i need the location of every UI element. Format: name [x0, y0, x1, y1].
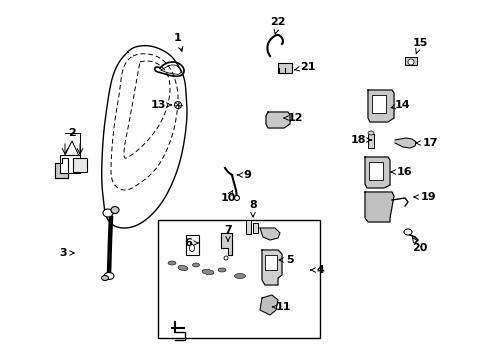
- FancyBboxPatch shape: [368, 162, 382, 180]
- FancyBboxPatch shape: [60, 155, 80, 173]
- Text: 7: 7: [224, 225, 231, 241]
- Ellipse shape: [367, 131, 373, 135]
- FancyBboxPatch shape: [73, 158, 87, 172]
- Text: 14: 14: [390, 100, 410, 110]
- Text: 3: 3: [59, 248, 74, 258]
- Text: 16: 16: [390, 167, 412, 177]
- Text: 17: 17: [415, 138, 437, 148]
- Text: 4: 4: [310, 265, 323, 275]
- FancyBboxPatch shape: [245, 220, 250, 234]
- Ellipse shape: [103, 209, 113, 217]
- FancyBboxPatch shape: [264, 255, 276, 270]
- Ellipse shape: [168, 261, 176, 265]
- Text: 8: 8: [248, 200, 256, 217]
- Text: 11: 11: [272, 302, 290, 312]
- Polygon shape: [394, 138, 415, 148]
- Text: 18: 18: [349, 135, 371, 145]
- Ellipse shape: [174, 102, 181, 108]
- Text: 5: 5: [279, 255, 293, 265]
- Text: 13: 13: [150, 100, 171, 110]
- Ellipse shape: [202, 269, 214, 275]
- Ellipse shape: [178, 265, 187, 271]
- Polygon shape: [364, 157, 389, 188]
- FancyBboxPatch shape: [252, 223, 258, 233]
- Ellipse shape: [234, 274, 245, 279]
- Polygon shape: [265, 112, 289, 128]
- Ellipse shape: [102, 275, 108, 280]
- FancyBboxPatch shape: [278, 63, 291, 73]
- Polygon shape: [262, 250, 282, 285]
- Ellipse shape: [111, 207, 119, 213]
- Ellipse shape: [234, 195, 239, 201]
- Ellipse shape: [104, 273, 114, 279]
- Text: 21: 21: [294, 62, 315, 72]
- Polygon shape: [260, 228, 280, 240]
- Polygon shape: [221, 233, 231, 255]
- Text: 9: 9: [237, 170, 250, 180]
- Text: 6: 6: [183, 238, 198, 248]
- Polygon shape: [260, 295, 278, 315]
- FancyBboxPatch shape: [158, 220, 319, 338]
- Text: 12: 12: [284, 113, 302, 123]
- Text: 2: 2: [68, 128, 76, 138]
- FancyBboxPatch shape: [185, 235, 199, 255]
- Ellipse shape: [189, 244, 194, 252]
- Ellipse shape: [407, 59, 413, 65]
- FancyBboxPatch shape: [367, 134, 373, 148]
- Polygon shape: [367, 90, 393, 122]
- Text: 22: 22: [270, 17, 285, 34]
- Text: 15: 15: [411, 38, 427, 54]
- Text: 1: 1: [174, 33, 183, 51]
- Ellipse shape: [192, 263, 199, 267]
- Ellipse shape: [218, 268, 225, 272]
- Text: 19: 19: [413, 192, 435, 202]
- FancyBboxPatch shape: [371, 95, 385, 113]
- Text: 10: 10: [220, 190, 235, 203]
- Ellipse shape: [403, 229, 411, 235]
- Polygon shape: [55, 158, 68, 178]
- Text: 20: 20: [411, 238, 427, 253]
- Ellipse shape: [224, 256, 227, 260]
- FancyBboxPatch shape: [404, 57, 416, 65]
- Polygon shape: [364, 192, 393, 222]
